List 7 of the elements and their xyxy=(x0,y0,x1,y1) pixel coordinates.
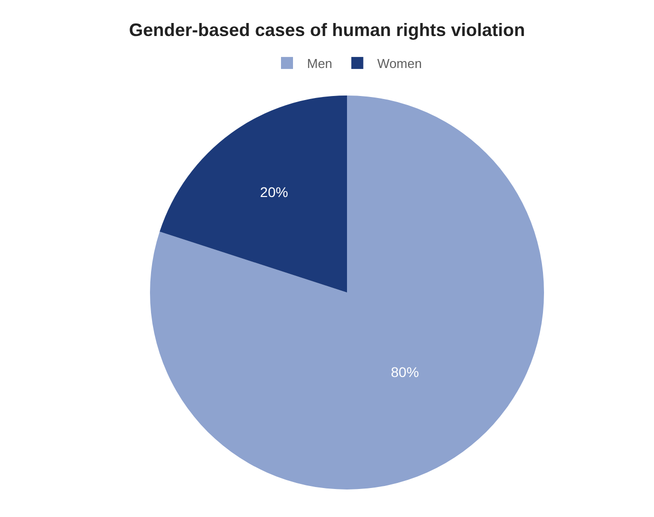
chart-title: Gender-based cases of human rights violation xyxy=(128,20,526,40)
legend-label: Men xyxy=(307,56,332,72)
data-label: 80% xyxy=(390,364,419,380)
pie-slice xyxy=(160,96,347,292)
pie-slice xyxy=(150,96,544,490)
data-label: 20% xyxy=(260,184,288,200)
legend-label: Women xyxy=(377,56,422,72)
